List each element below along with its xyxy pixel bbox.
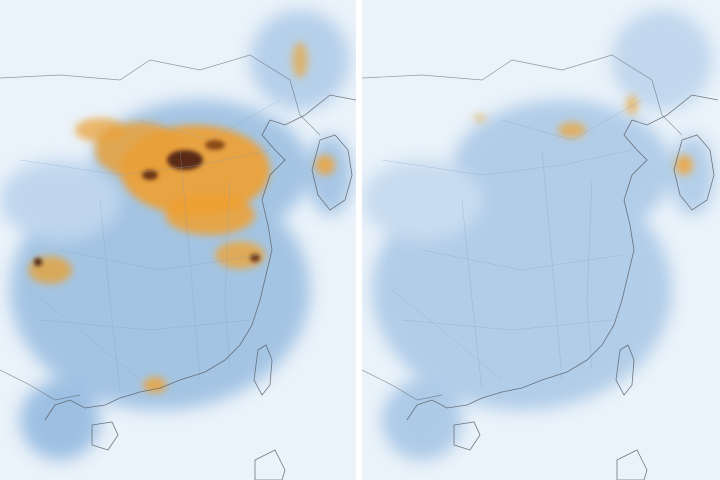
no2-hotspots [28, 42, 335, 393]
no2-hotspots [474, 95, 693, 175]
map-panel-right [362, 0, 720, 480]
no2-peaks [34, 140, 260, 266]
map-panel-left [0, 0, 356, 480]
